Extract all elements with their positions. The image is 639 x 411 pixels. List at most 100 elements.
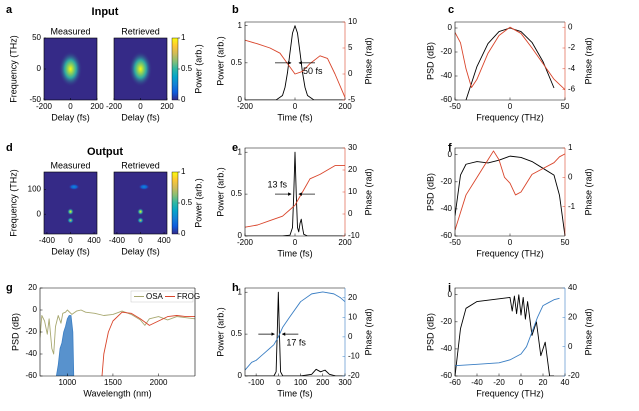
series-line — [101, 311, 195, 376]
y2-tick-label: -6 — [568, 85, 576, 94]
heatmap-peak — [128, 51, 153, 87]
x-tick-label: 200 — [316, 378, 330, 387]
y-tick-label: 0 — [448, 23, 453, 32]
y2-tick-label: -10 — [348, 231, 360, 240]
x-tick-label: -60 — [449, 378, 461, 387]
series-line — [245, 151, 345, 236]
y2-tick-label: -10 — [348, 352, 360, 361]
panel-label: a — [6, 4, 13, 16]
x-tick-label: 400 — [87, 236, 101, 245]
y2-tick-label: -5 — [348, 95, 356, 104]
x-axis-label: Wavelength (nm) — [83, 388, 151, 398]
x-axis-label: Frequency (THz) — [476, 112, 544, 122]
x-tick-label: 0 — [293, 102, 298, 111]
y2-tick-label: 30 — [348, 143, 357, 152]
x-axis-label: Delay (fs) — [121, 112, 160, 122]
y-tick-label: 0 — [33, 305, 38, 314]
y2-tick-label: 20 — [348, 165, 357, 174]
y-tick-label: 1 — [238, 147, 243, 156]
x-tick-label: 40 — [561, 378, 570, 387]
y-tick-label: 0.5 — [231, 329, 243, 338]
series-area — [56, 315, 75, 376]
x-tick-label: -200 — [36, 102, 53, 111]
x-tick-label: 20 — [539, 378, 548, 387]
y-axis-label: Frequency (THz) — [8, 35, 18, 103]
y-tick-label: 0.5 — [231, 58, 243, 67]
panel-label: f — [448, 142, 452, 154]
series-line — [40, 309, 195, 355]
x-tick-label: -50 — [449, 102, 461, 111]
annotation: 50 fs — [303, 66, 323, 76]
heatmap-peak — [137, 217, 144, 224]
y2-axis-label: Phase (rad) — [583, 37, 593, 84]
colorbar — [171, 37, 179, 101]
panel-label: g — [6, 282, 13, 294]
y2-tick-label: 20 — [568, 312, 577, 321]
plot-area — [40, 309, 195, 376]
series-line — [455, 297, 560, 367]
y2-tick-label: 0 — [568, 172, 573, 181]
y-axis-label: PSD (dB) — [425, 42, 435, 80]
colorbar-tick-label: 0.5 — [181, 64, 193, 73]
series-line — [455, 26, 565, 90]
y2-tick-label: 0 — [568, 22, 573, 31]
series-line — [465, 27, 555, 100]
panel-label: h — [232, 282, 239, 294]
subplot-title: Measured — [50, 160, 90, 170]
y-tick-label: 0 — [238, 371, 243, 380]
y-tick-label: 0 — [448, 150, 453, 159]
colorbar-tick-label: 0.5 — [181, 198, 193, 207]
y2-axis-label: Phase (rad) — [583, 308, 593, 355]
x-tick-label: 100 — [294, 378, 308, 387]
heatmap-peak — [137, 208, 144, 216]
panel-label: d — [6, 142, 13, 154]
y2-tick-label: 10 — [348, 312, 357, 321]
y2-tick-label: 0 — [348, 332, 353, 341]
y-tick-label: 1 — [238, 21, 243, 30]
x-axis-label: Frequency (THz) — [476, 388, 544, 398]
x-axis-label: Delay (fs) — [121, 246, 160, 256]
y-tick-label: 0 — [238, 95, 243, 104]
x-tick-label: 200 — [338, 102, 352, 111]
plot-area — [455, 150, 565, 236]
x-tick-label: 0 — [138, 102, 143, 111]
panel-label: i — [448, 282, 451, 294]
x-tick-label: 0 — [68, 236, 73, 245]
x-tick-label: 50 — [561, 238, 570, 247]
panel-title: Output — [87, 146, 123, 158]
y-tick-label: -20 — [440, 47, 452, 56]
plot-area — [455, 26, 565, 100]
heatmap-image — [128, 51, 153, 87]
heatmap-image — [67, 183, 80, 224]
y-tick-label: -20 — [440, 317, 452, 326]
y-axis-label: PSD (dB) — [10, 313, 20, 351]
y-tick-label: -40 — [440, 204, 452, 213]
x-tick-label: -200 — [237, 238, 254, 247]
x-tick-label: 200 — [90, 102, 104, 111]
y-tick-label: -60 — [25, 371, 37, 380]
x-tick-label: -400 — [39, 236, 56, 245]
y-tick-label: 20 — [28, 283, 37, 292]
annotation: 13 fs — [267, 179, 287, 189]
heatmap-background — [44, 172, 97, 234]
series-line — [245, 25, 345, 100]
y2-tick-label: 0 — [348, 209, 353, 218]
x-axis-label: Delay (fs) — [51, 246, 90, 256]
legend-label: FROG — [177, 292, 200, 301]
y2-tick-label: 10 — [348, 17, 357, 26]
x-tick-label: 2000 — [150, 378, 168, 387]
series-line — [245, 39, 345, 98]
y-tick-label: 0 — [448, 290, 453, 299]
y2-tick-label: -20 — [568, 371, 580, 380]
y-tick-label: -20 — [25, 327, 37, 336]
y2-tick-label: 5 — [348, 43, 353, 52]
colorbar-tick-label: 1 — [181, 33, 186, 42]
x-tick-label: 0 — [276, 378, 281, 387]
y2-tick-label: 20 — [348, 293, 357, 302]
y-axis-label: Power (arb.) — [215, 167, 225, 217]
y2-tick-label: 0 — [568, 342, 573, 351]
x-tick-label: -50 — [449, 238, 461, 247]
x-axis-label: Delay (fs) — [51, 112, 90, 122]
y-tick-label: 1 — [238, 287, 243, 296]
